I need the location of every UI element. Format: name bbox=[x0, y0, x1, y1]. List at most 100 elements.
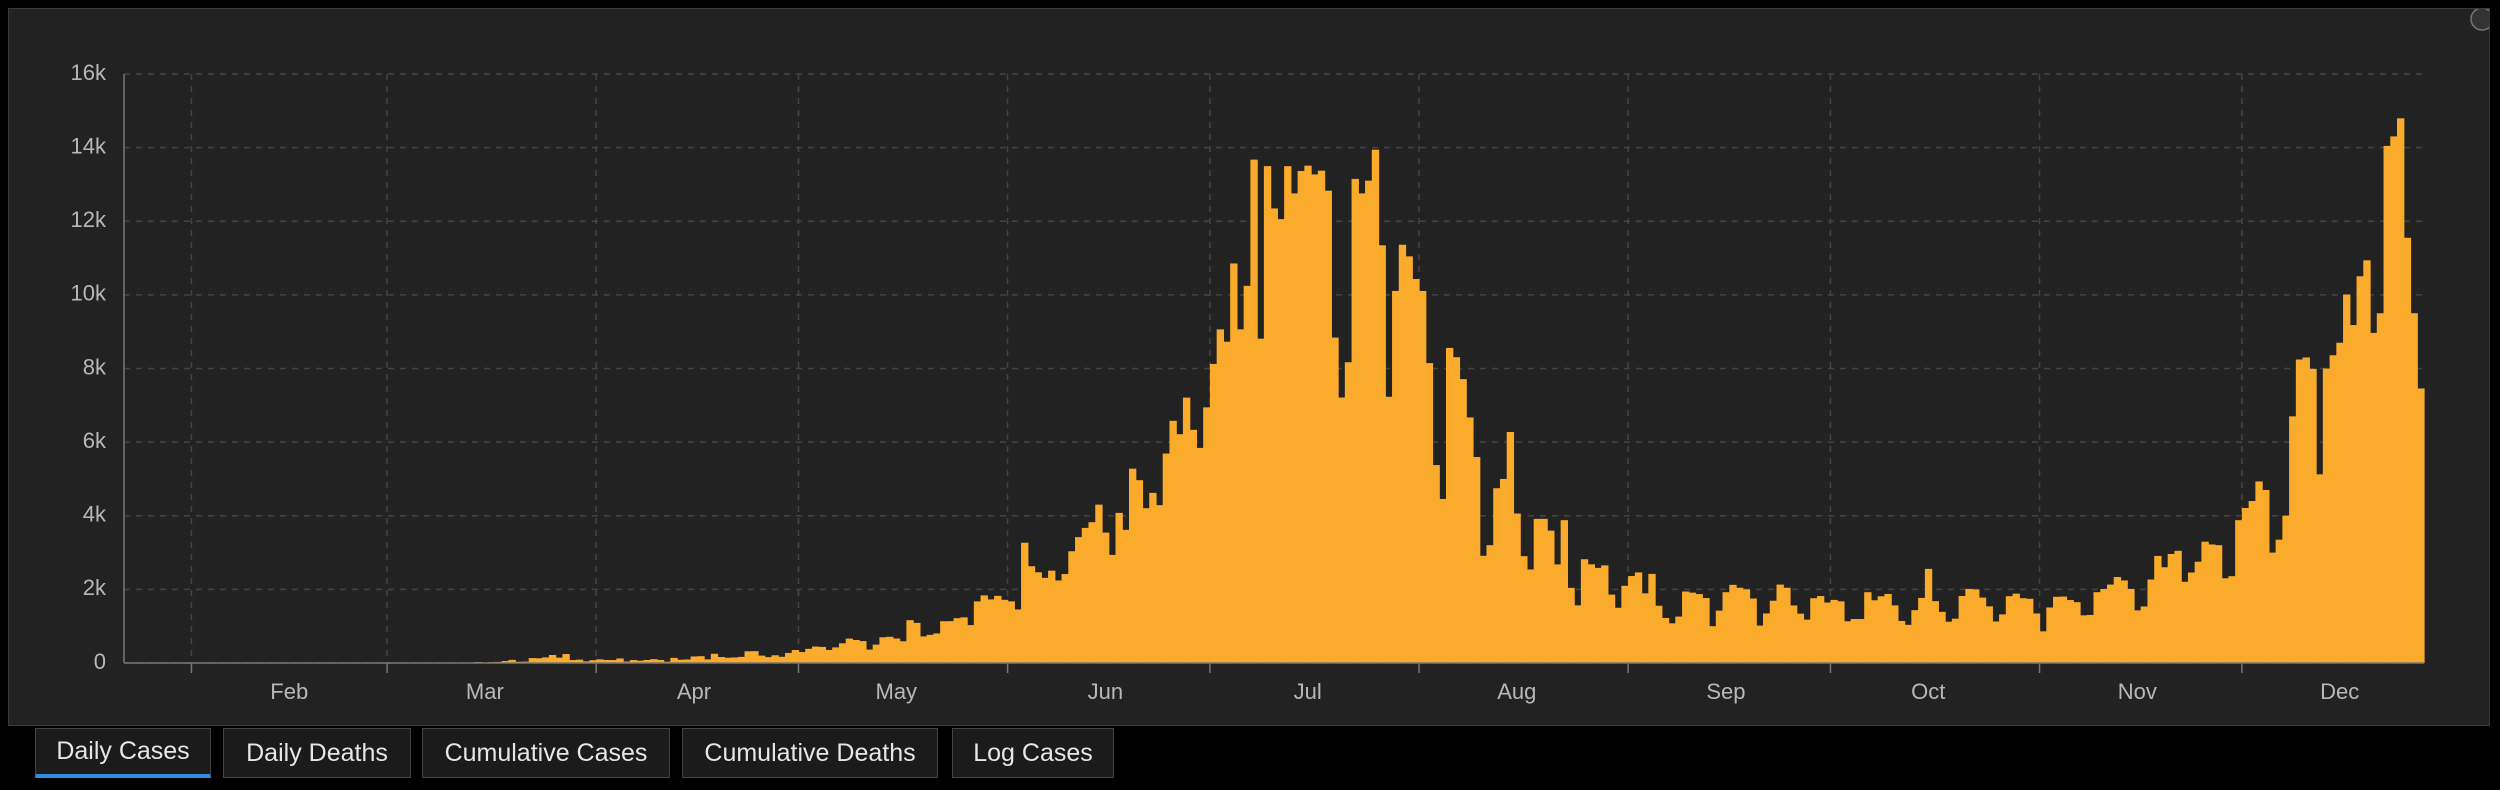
bar bbox=[1911, 610, 1919, 663]
bar bbox=[677, 659, 685, 663]
bar bbox=[596, 659, 604, 663]
collapse-icon[interactable] bbox=[2470, 7, 2494, 31]
bar bbox=[1203, 407, 1211, 663]
bar bbox=[629, 660, 638, 663]
bar bbox=[1877, 596, 1886, 663]
bar bbox=[1891, 605, 1899, 663]
bar bbox=[1526, 569, 1535, 663]
bar bbox=[717, 656, 725, 663]
bar bbox=[1230, 263, 1238, 663]
bar bbox=[1209, 363, 1218, 663]
bar bbox=[1506, 432, 1515, 663]
bar bbox=[1142, 508, 1150, 663]
bar bbox=[771, 655, 779, 663]
bar bbox=[1081, 527, 1090, 663]
bar bbox=[2329, 355, 2337, 663]
bar bbox=[1169, 420, 1177, 663]
bar bbox=[1870, 600, 1879, 663]
bar bbox=[650, 659, 658, 663]
bar bbox=[1284, 166, 1292, 663]
bar bbox=[1405, 256, 1413, 663]
bar bbox=[1601, 565, 1609, 663]
bar bbox=[2248, 501, 2256, 663]
tab[interactable]: Daily Cases bbox=[35, 728, 211, 778]
bar bbox=[690, 656, 698, 663]
bar bbox=[1843, 621, 1852, 663]
bar bbox=[744, 651, 752, 663]
bar bbox=[2133, 610, 2142, 663]
bar bbox=[1439, 498, 1447, 663]
bar bbox=[2100, 589, 2108, 663]
bar bbox=[1992, 621, 2000, 663]
bar bbox=[1223, 341, 1231, 663]
chart-panel: 0 2k 4k 6k 8k 10k 12k 14k 16k Feb Mar Apr May Jun Jul A… bbox=[8, 7, 2494, 726]
bar bbox=[2005, 596, 2014, 663]
bar bbox=[1641, 593, 1649, 663]
bar bbox=[2127, 588, 2135, 663]
x-tick-label: Apr bbox=[677, 679, 711, 704]
bar bbox=[1048, 570, 1056, 663]
bar bbox=[1290, 193, 1299, 663]
bar bbox=[1324, 190, 1332, 663]
bar bbox=[1445, 347, 1454, 663]
bar bbox=[1257, 338, 1265, 663]
bar bbox=[1236, 329, 1245, 663]
bar bbox=[1216, 329, 1225, 663]
bar bbox=[2370, 332, 2378, 663]
bar bbox=[1176, 434, 1184, 663]
bar bbox=[1668, 623, 1676, 663]
bar bbox=[1378, 245, 1386, 663]
bar bbox=[2336, 342, 2344, 663]
bar bbox=[1304, 165, 1312, 663]
bar bbox=[1972, 589, 1980, 663]
bar bbox=[1709, 626, 1717, 663]
bar bbox=[1075, 537, 1083, 663]
bar bbox=[1459, 379, 1467, 663]
bar bbox=[872, 644, 881, 663]
bar bbox=[892, 638, 901, 663]
bar bbox=[805, 648, 813, 663]
tab[interactable]: Cumulative Cases bbox=[422, 728, 670, 778]
bar bbox=[2322, 368, 2331, 663]
y-tick-label: 12k bbox=[71, 207, 107, 232]
bar bbox=[926, 634, 934, 663]
bar bbox=[1472, 457, 1481, 663]
tab[interactable]: Log Cases bbox=[952, 728, 1114, 778]
bar bbox=[1655, 605, 1663, 663]
bar bbox=[2059, 596, 2068, 663]
y-tick-label: 6k bbox=[83, 428, 107, 453]
x-tick-label: Sep bbox=[1706, 679, 1745, 704]
bar bbox=[1749, 598, 1757, 663]
bar bbox=[1149, 492, 1157, 663]
bar bbox=[1398, 244, 1407, 663]
x-tick-label: Jun bbox=[1088, 679, 1123, 704]
bar bbox=[589, 660, 597, 663]
bar bbox=[1520, 556, 1528, 663]
tab[interactable]: Cumulative Deaths bbox=[682, 728, 938, 778]
bar bbox=[1628, 576, 1636, 663]
bar bbox=[1493, 488, 1501, 663]
bar bbox=[575, 659, 584, 663]
bar bbox=[1135, 480, 1144, 663]
bar bbox=[656, 659, 665, 663]
bar bbox=[1951, 618, 1960, 663]
bar bbox=[2201, 541, 2209, 663]
bar bbox=[1763, 613, 1771, 663]
bar bbox=[1587, 564, 1595, 663]
bar bbox=[811, 646, 820, 663]
bar bbox=[2397, 118, 2405, 663]
bar bbox=[1553, 564, 1562, 663]
tab[interactable]: Daily Deaths bbox=[223, 728, 411, 778]
bar bbox=[1068, 551, 1076, 663]
bar bbox=[2032, 613, 2041, 663]
bar bbox=[2282, 515, 2290, 663]
bar bbox=[2174, 550, 2182, 663]
bar bbox=[1594, 567, 1602, 663]
bar bbox=[913, 622, 921, 663]
bar bbox=[1769, 600, 1778, 663]
bar bbox=[933, 633, 941, 663]
bar bbox=[2235, 520, 2243, 663]
bar bbox=[555, 657, 564, 663]
bar bbox=[2383, 145, 2391, 663]
